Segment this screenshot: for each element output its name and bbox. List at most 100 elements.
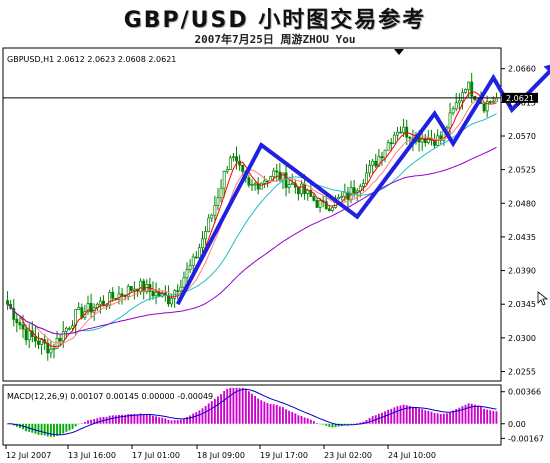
macd-histogram-bar xyxy=(118,414,120,424)
candle-body xyxy=(58,338,62,342)
macd-histogram-bar xyxy=(449,411,451,424)
macd-histogram-bar xyxy=(186,417,188,424)
x-tick-label: 13 Jul 16:00 xyxy=(68,451,116,460)
period-separator-marker xyxy=(394,49,404,55)
macd-histogram-bar xyxy=(96,418,99,424)
candle-body xyxy=(108,292,112,306)
candle-body xyxy=(33,336,37,342)
macd-histogram-bar xyxy=(83,422,86,424)
candle-body xyxy=(77,307,81,310)
candle-body xyxy=(71,325,74,329)
macd-histogram-bar xyxy=(353,423,356,425)
macd-histogram-bar xyxy=(319,423,322,425)
candle-body xyxy=(272,170,276,178)
macd-histogram-bar xyxy=(114,415,117,424)
y-tick-label: 2.0525 xyxy=(508,166,536,175)
candle-body xyxy=(185,269,189,279)
candle-body xyxy=(262,180,266,184)
candle-body xyxy=(102,300,105,306)
macd-histogram-bar xyxy=(142,414,145,424)
y-tick-label: 2.0435 xyxy=(508,233,536,242)
candle-body xyxy=(194,256,198,259)
macd-histogram-bar xyxy=(124,414,127,424)
macd-histogram-bar xyxy=(127,414,130,424)
macd-histogram-bar xyxy=(359,422,362,424)
macd-histogram-bar xyxy=(99,417,102,424)
trend-arrow-head xyxy=(543,64,550,73)
macd-histogram-bar xyxy=(15,423,18,427)
candle-body xyxy=(126,285,130,297)
candle-body xyxy=(343,191,347,197)
macd-histogram-bar xyxy=(322,423,325,425)
candle-body xyxy=(405,126,409,138)
macd-histogram-bar xyxy=(155,416,158,424)
macd-histogram-bar xyxy=(297,415,300,424)
macd-histogram-bar xyxy=(350,423,352,425)
macd-histogram-bar xyxy=(337,423,340,427)
macd-histogram-bar xyxy=(130,414,133,424)
candle-body xyxy=(457,100,461,104)
macd-histogram-bar xyxy=(43,423,46,436)
candle-body xyxy=(460,92,464,102)
macd-histogram-bar xyxy=(77,423,80,425)
candle-body xyxy=(64,327,68,332)
candle-body xyxy=(331,207,334,211)
macd-histogram-bar xyxy=(111,415,114,424)
macd-histogram-bar xyxy=(161,417,164,424)
macd-histogram-bar xyxy=(46,423,49,437)
macd-histogram-bar xyxy=(266,403,269,424)
candle-body xyxy=(207,217,211,232)
candle-body xyxy=(396,131,399,136)
macd-histogram-bar xyxy=(18,423,21,428)
macd-histogram-bar xyxy=(148,414,151,424)
candle-body xyxy=(210,214,214,219)
candle-body xyxy=(213,204,217,216)
candle-body xyxy=(241,164,245,172)
macd-histogram-bar xyxy=(65,423,68,432)
macd-histogram-bar xyxy=(408,405,411,424)
candle-body xyxy=(142,280,146,293)
candle-body xyxy=(188,265,192,270)
macd-histogram-bar xyxy=(164,418,167,424)
macd-histogram-bar xyxy=(433,413,436,424)
candle-body xyxy=(179,286,183,292)
macd-histogram-bar xyxy=(411,406,414,424)
candle-body xyxy=(250,184,254,186)
macd-histogram-bar xyxy=(421,409,424,424)
candle-body xyxy=(27,330,31,341)
macd-histogram-bar xyxy=(492,410,495,424)
macd-histogram-bar xyxy=(223,391,226,424)
candle-body xyxy=(111,292,115,299)
macd-histogram-bar xyxy=(495,411,498,424)
macd-histogram-bar xyxy=(226,388,229,424)
macd-histogram-bar xyxy=(282,407,284,424)
candle-body xyxy=(423,137,427,144)
macd-info: MACD(12,26,9) 0.00107 0.00145 0.00000 -0… xyxy=(7,392,213,401)
macd-histogram-bar xyxy=(486,409,489,424)
macd-histogram-bar xyxy=(263,401,266,424)
candle-body xyxy=(491,100,495,103)
macd-histogram-bar xyxy=(217,396,219,424)
candle-body xyxy=(287,184,291,188)
y-tick-label: 2.0660 xyxy=(508,65,536,74)
macd-histogram-bar xyxy=(254,395,257,424)
macd-histogram-bar xyxy=(195,412,198,424)
macd-histogram-bar xyxy=(365,419,368,424)
candle-body xyxy=(176,290,180,293)
macd-histogram-bar xyxy=(381,412,383,424)
macd-histogram-bar xyxy=(300,415,303,424)
candle-body xyxy=(80,307,84,318)
macd-histogram-bar xyxy=(334,423,337,428)
candle-body xyxy=(201,238,204,249)
macd-histogram-bar xyxy=(384,411,386,424)
macd-histogram-bar xyxy=(371,416,374,424)
macd-histogram-bar xyxy=(244,388,247,424)
candle-body xyxy=(52,348,56,350)
candle-body xyxy=(232,156,235,159)
macd-histogram-bar xyxy=(34,423,37,434)
macd-histogram-bar xyxy=(312,421,315,424)
macd-histogram-bar xyxy=(71,423,74,430)
candle-body xyxy=(365,172,368,184)
macd-histogram-bar xyxy=(210,401,213,424)
